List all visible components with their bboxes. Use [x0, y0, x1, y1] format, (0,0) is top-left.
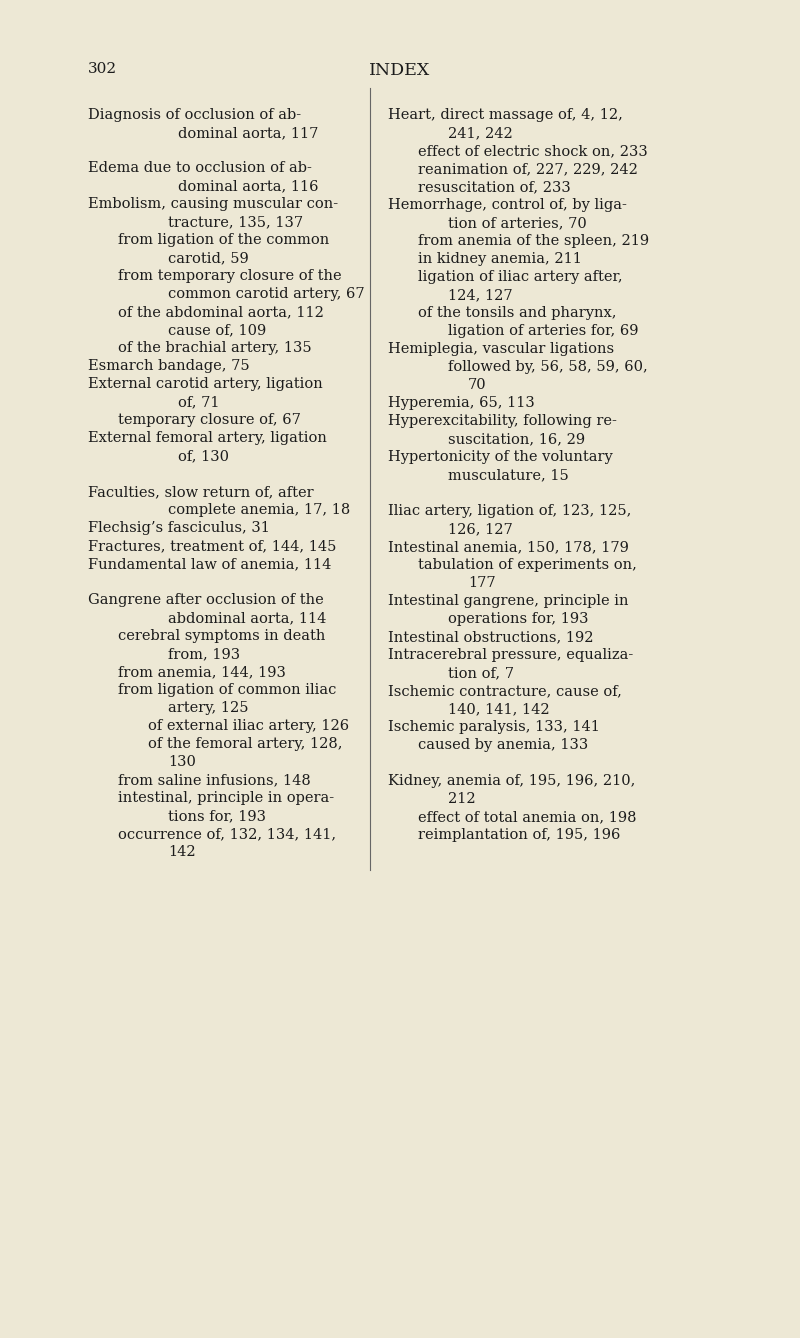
Text: of the abdominal aorta, 112: of the abdominal aorta, 112	[118, 305, 324, 318]
Text: Fundamental law of anemia, 114: Fundamental law of anemia, 114	[88, 557, 331, 571]
Text: followed by, 56, 58, 59, 60,: followed by, 56, 58, 59, 60,	[448, 360, 648, 375]
Text: musculature, 15: musculature, 15	[448, 468, 569, 482]
Text: tion of, 7: tion of, 7	[448, 666, 514, 680]
Text: Hyperemia, 65, 113: Hyperemia, 65, 113	[388, 396, 534, 409]
Text: reanimation of, 227, 229, 242: reanimation of, 227, 229, 242	[418, 162, 638, 177]
Text: dominal aorta, 116: dominal aorta, 116	[178, 179, 318, 193]
Text: tracture, 135, 137: tracture, 135, 137	[168, 215, 303, 229]
Text: Ischemic contracture, cause of,: Ischemic contracture, cause of,	[388, 684, 622, 698]
Text: Faculties, slow return of, after: Faculties, slow return of, after	[88, 484, 314, 499]
Text: INDEX: INDEX	[370, 62, 430, 79]
Text: of, 71: of, 71	[178, 395, 219, 409]
Text: 302: 302	[88, 62, 117, 76]
Text: Hypertonicity of the voluntary: Hypertonicity of the voluntary	[388, 450, 613, 464]
Text: from temporary closure of the: from temporary closure of the	[118, 269, 342, 284]
Text: 212: 212	[448, 792, 476, 805]
Text: Gangrene after occlusion of the: Gangrene after occlusion of the	[88, 593, 324, 607]
Text: effect of total anemia on, 198: effect of total anemia on, 198	[418, 809, 637, 824]
Text: cause of, 109: cause of, 109	[168, 322, 266, 337]
Text: Intestinal anemia, 150, 178, 179: Intestinal anemia, 150, 178, 179	[388, 541, 629, 554]
Text: suscitation, 16, 29: suscitation, 16, 29	[448, 432, 585, 446]
Text: 241, 242: 241, 242	[448, 126, 513, 140]
Text: caused by anemia, 133: caused by anemia, 133	[418, 739, 588, 752]
Text: tabulation of experiments on,: tabulation of experiments on,	[418, 558, 637, 573]
Text: from ligation of common iliac: from ligation of common iliac	[118, 682, 336, 697]
Text: 140, 141, 142: 140, 141, 142	[448, 702, 550, 716]
Text: dominal aorta, 117: dominal aorta, 117	[178, 126, 318, 140]
Text: artery, 125: artery, 125	[168, 701, 249, 714]
Text: Intestinal gangrene, principle in: Intestinal gangrene, principle in	[388, 594, 629, 607]
Text: Hemiplegia, vascular ligations: Hemiplegia, vascular ligations	[388, 343, 614, 356]
Text: ligation of arteries for, 69: ligation of arteries for, 69	[448, 324, 638, 339]
Text: reimplantation of, 195, 196: reimplantation of, 195, 196	[418, 828, 620, 842]
Text: Fractures, treatment of, 144, 145: Fractures, treatment of, 144, 145	[88, 539, 336, 553]
Text: External carotid artery, ligation: External carotid artery, ligation	[88, 377, 322, 391]
Text: 142: 142	[168, 846, 196, 859]
Text: 177: 177	[468, 575, 496, 590]
Text: from, 193: from, 193	[168, 648, 240, 661]
Text: Esmarch bandage, 75: Esmarch bandage, 75	[88, 359, 250, 373]
Text: 126, 127: 126, 127	[448, 522, 513, 537]
Text: 70: 70	[468, 379, 486, 392]
Text: in kidney anemia, 211: in kidney anemia, 211	[418, 252, 582, 266]
Text: Intestinal obstructions, 192: Intestinal obstructions, 192	[388, 630, 594, 644]
Text: Ischemic paralysis, 133, 141: Ischemic paralysis, 133, 141	[388, 720, 600, 735]
Text: of the tonsils and pharynx,: of the tonsils and pharynx,	[418, 306, 617, 320]
Text: Hemorrhage, control of, by liga-: Hemorrhage, control of, by liga-	[388, 198, 627, 211]
Text: Hyperexcitability, following re-: Hyperexcitability, following re-	[388, 413, 617, 428]
Text: effect of electric shock on, 233: effect of electric shock on, 233	[418, 145, 648, 158]
Text: Heart, direct massage of, 4, 12,: Heart, direct massage of, 4, 12,	[388, 108, 623, 122]
Text: External femoral artery, ligation: External femoral artery, ligation	[88, 431, 327, 446]
Text: ligation of iliac artery after,: ligation of iliac artery after,	[418, 270, 622, 284]
Text: carotid, 59: carotid, 59	[168, 252, 249, 265]
Text: occurrence of, 132, 134, 141,: occurrence of, 132, 134, 141,	[118, 827, 336, 842]
Text: Intracerebral pressure, equaliza-: Intracerebral pressure, equaliza-	[388, 648, 634, 662]
Text: temporary closure of, 67: temporary closure of, 67	[118, 413, 301, 427]
Text: tion of arteries, 70: tion of arteries, 70	[448, 215, 586, 230]
Text: Iliac artery, ligation of, 123, 125,: Iliac artery, ligation of, 123, 125,	[388, 504, 631, 518]
Text: complete anemia, 17, 18: complete anemia, 17, 18	[168, 503, 350, 516]
Text: abdominal aorta, 114: abdominal aorta, 114	[168, 611, 326, 625]
Text: from saline infusions, 148: from saline infusions, 148	[118, 773, 310, 787]
Text: common carotid artery, 67: common carotid artery, 67	[168, 286, 365, 301]
Text: of the brachial artery, 135: of the brachial artery, 135	[118, 341, 312, 355]
Text: cerebral symptoms in death: cerebral symptoms in death	[118, 629, 326, 644]
Text: 130: 130	[168, 755, 196, 769]
Text: 124, 127: 124, 127	[448, 288, 513, 302]
Text: from ligation of the common: from ligation of the common	[118, 233, 330, 248]
Text: Flechsig’s fasciculus, 31: Flechsig’s fasciculus, 31	[88, 520, 270, 535]
Text: tions for, 193: tions for, 193	[168, 809, 266, 823]
Text: operations for, 193: operations for, 193	[448, 611, 589, 626]
Text: Edema due to occlusion of ab-: Edema due to occlusion of ab-	[88, 161, 312, 175]
Text: Kidney, anemia of, 195, 196, 210,: Kidney, anemia of, 195, 196, 210,	[388, 773, 635, 788]
Text: of, 130: of, 130	[178, 450, 229, 463]
Text: of the femoral artery, 128,: of the femoral artery, 128,	[148, 737, 342, 751]
Text: resuscitation of, 233: resuscitation of, 233	[418, 181, 570, 194]
Text: from anemia, 144, 193: from anemia, 144, 193	[118, 665, 286, 678]
Text: of external iliac artery, 126: of external iliac artery, 126	[148, 719, 349, 733]
Text: intestinal, principle in opera-: intestinal, principle in opera-	[118, 791, 334, 805]
Text: Embolism, causing muscular con-: Embolism, causing muscular con-	[88, 197, 338, 211]
Text: from anemia of the spleen, 219: from anemia of the spleen, 219	[418, 234, 649, 248]
Text: Diagnosis of occlusion of ab-: Diagnosis of occlusion of ab-	[88, 108, 301, 122]
